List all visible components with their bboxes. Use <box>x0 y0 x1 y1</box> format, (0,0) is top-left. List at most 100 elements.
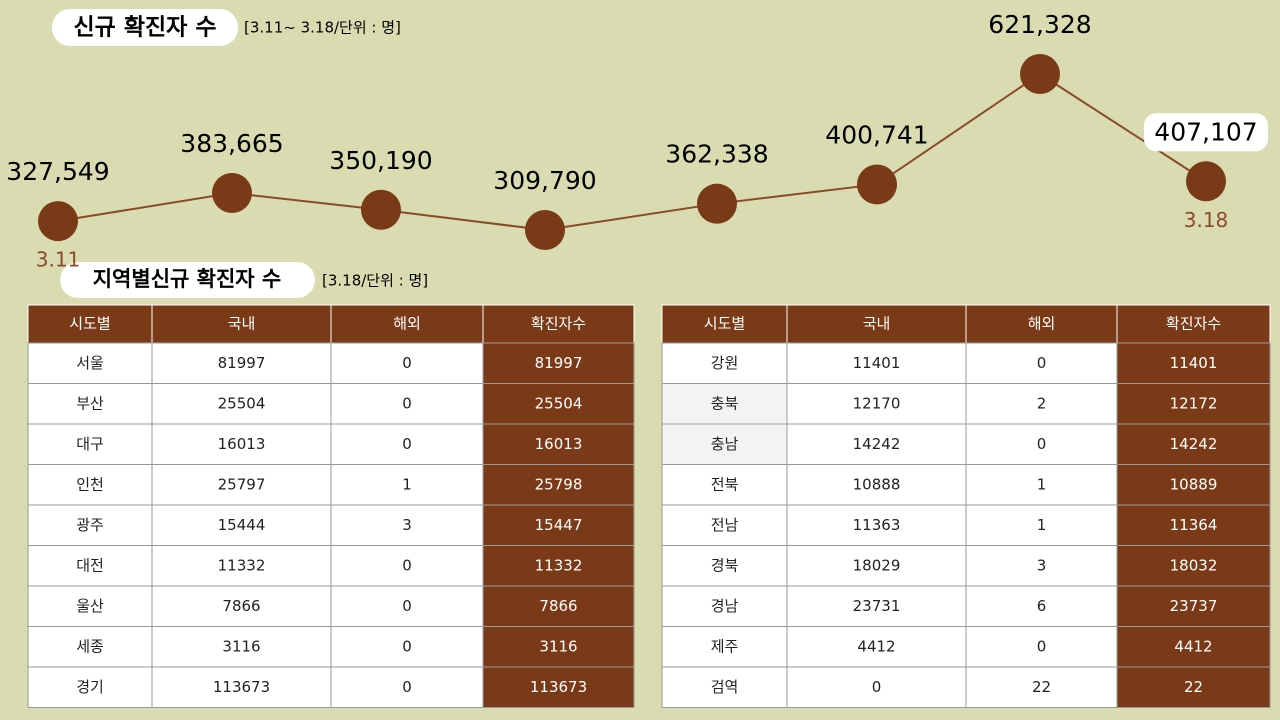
cell-text: 전북 <box>711 475 739 493</box>
header-text: 시도별 <box>69 315 110 333</box>
cell-text: 6 <box>1037 597 1047 615</box>
cell-text: 전남 <box>711 516 739 534</box>
header-text: 시도별 <box>704 315 745 333</box>
cell-text: 23731 <box>853 597 901 615</box>
cell-text: 충북 <box>711 394 739 412</box>
data-label: 350,190 <box>329 146 432 175</box>
table-cell <box>1116 383 1271 425</box>
header-cell <box>27 304 153 344</box>
table-cell <box>965 545 1118 587</box>
table-cell <box>965 464 1118 506</box>
table-cell <box>965 342 1118 384</box>
table-cell <box>482 464 635 506</box>
table-cell <box>661 423 788 465</box>
cell-text: 1 <box>1037 475 1047 493</box>
cell-text: 11332 <box>535 556 583 574</box>
cell-text: 3 <box>1037 556 1047 574</box>
cell-text: 1 <box>402 475 412 493</box>
section-title: 지역별신규 확진자 수 <box>93 267 282 291</box>
cell-text: 대전 <box>76 556 104 574</box>
table-cell <box>482 423 635 465</box>
table-cell <box>27 545 153 587</box>
point <box>212 173 252 214</box>
line-chart: 327,549 3.11 383,665 350,190 309,790 362,338 4… <box>6 10 1268 272</box>
x-label: 3.18 <box>1184 208 1229 232</box>
point <box>38 201 78 242</box>
cell-text: 25504 <box>535 394 583 412</box>
cell-text: 4412 <box>1174 637 1212 655</box>
table-cell <box>482 342 635 384</box>
table-cell <box>330 666 484 708</box>
chart-subtitle: [3.11~ 3.18/단위 : 명] <box>244 19 401 37</box>
cell-text: 11332 <box>218 556 266 574</box>
table-cell <box>1116 666 1271 708</box>
data-label: 383,665 <box>180 129 283 158</box>
cell-text: 대구 <box>76 435 104 453</box>
header-text: 확진자수 <box>1166 315 1221 333</box>
cell-text: 0 <box>402 678 412 696</box>
table-cell <box>330 464 484 506</box>
cell-text: 0 <box>1037 435 1047 453</box>
cell-text: 11401 <box>1170 354 1218 372</box>
table-cell <box>151 585 332 627</box>
cell-text: 울산 <box>76 597 104 615</box>
table-cell <box>786 423 967 465</box>
table-cell <box>786 342 967 384</box>
cell-text: 81997 <box>535 354 583 372</box>
point <box>525 210 565 250</box>
table-cell <box>482 626 635 668</box>
cell-text: 10888 <box>853 475 901 493</box>
cell-text: 16013 <box>218 435 266 453</box>
cell-text: 11363 <box>853 516 901 534</box>
table-cell <box>482 545 635 587</box>
cell-text: 인천 <box>76 475 104 493</box>
table-cell <box>482 504 635 546</box>
cell-text: 세종 <box>76 637 104 655</box>
table-cell <box>786 383 967 425</box>
header-cell <box>661 304 788 344</box>
cell-text: 12172 <box>1170 394 1218 412</box>
cell-text: 3 <box>402 516 412 534</box>
data-label: 309,790 <box>493 166 596 195</box>
cell-text: 18029 <box>853 556 901 574</box>
table-cell <box>1116 545 1271 587</box>
point <box>697 183 737 224</box>
line <box>57 72 1207 232</box>
cell-text: 충남 <box>711 435 739 453</box>
table-cell <box>151 504 332 546</box>
cell-text: 3116 <box>539 637 577 655</box>
table-cell <box>661 626 788 668</box>
cell-text: 경남 <box>711 597 739 615</box>
cell-text: 4412 <box>857 637 895 655</box>
table-cell <box>27 626 153 668</box>
table-cell <box>151 464 332 506</box>
cell-text: 11401 <box>853 354 901 372</box>
table-cell <box>27 423 153 465</box>
header-cell <box>965 304 1118 344</box>
cell-text: 10889 <box>1170 475 1218 493</box>
table-cell <box>151 626 332 668</box>
cell-text: 0 <box>1037 354 1047 372</box>
table-cell <box>151 545 332 587</box>
header-text: 해외 <box>1028 315 1056 333</box>
header-text: 국내 <box>863 315 891 333</box>
table-cell <box>1116 504 1271 546</box>
cell-text: 경북 <box>711 556 739 574</box>
cell-text: 15444 <box>218 516 266 534</box>
cell-text: 14242 <box>853 435 901 453</box>
cell-text: 0 <box>402 637 412 655</box>
cell-text: 18032 <box>1170 556 1218 574</box>
header-cell <box>330 304 484 344</box>
cell-text: 부산 <box>76 394 104 412</box>
cell-text: 15447 <box>535 516 583 534</box>
cell-text: 23737 <box>1170 597 1218 615</box>
cell-text: 25797 <box>218 475 266 493</box>
title-pill <box>60 262 315 298</box>
section-subtitle: [3.18/단위 : 명] <box>322 272 428 290</box>
table-cell <box>1116 423 1271 465</box>
cell-text: 0 <box>402 394 412 412</box>
cell-text: 0 <box>402 435 412 453</box>
cell-text: 16013 <box>535 435 583 453</box>
table-cell <box>27 504 153 546</box>
